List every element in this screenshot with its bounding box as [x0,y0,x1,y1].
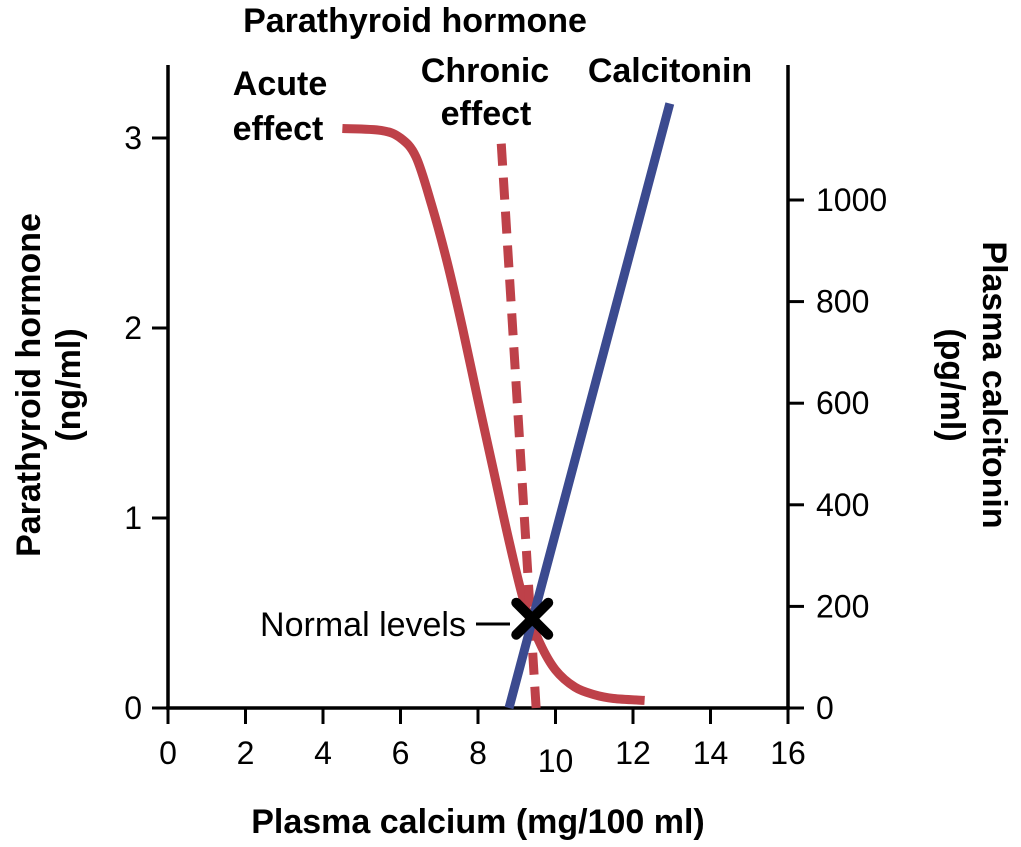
y-right-tick-label: 1000 [816,182,887,218]
x-tick-label: 16 [770,735,806,771]
series-group [342,102,675,710]
y-right-tick-label: 600 [816,385,869,421]
series-label-chronic-line1: Chronic [421,52,549,90]
y-left-tick-label: 0 [124,690,142,726]
y-left-tick-label: 3 [124,120,142,156]
labels-group: Parathyroid hormone Plasma calcium (mg/1… [10,2,1013,841]
y-left-tick-label: 1 [124,500,142,536]
series-line-chronic-effect [496,143,541,709]
chart-title: Parathyroid hormone [243,2,587,40]
y-right-tick-label: 400 [816,487,869,523]
x-tick-label: 8 [469,735,487,771]
series-label-chronic-line2: effect [441,95,532,133]
x-tick-label: 10 [538,743,574,779]
y-right-tick-label: 0 [816,690,834,726]
y-right-axis-label-line2: (pg/ml) [933,328,971,441]
x-tick-label: 12 [615,735,651,771]
normal-levels-marker [511,597,554,640]
series-label-acute-line2: effect [233,110,324,148]
y-right-axis-label-line1: Plasma calcitonin [975,241,1013,528]
normal-marker-stroke [511,597,554,640]
series-label-acute-line1: Acute [233,65,327,103]
x-tick-label: 14 [693,735,729,771]
annotation-normal-levels: Normal levels [260,606,466,644]
y-left-axis-label-line2: (ng/ml) [50,328,88,441]
x-tick-label: 0 [159,735,177,771]
series-line-acute-effect [342,124,645,705]
y-left-tick-label: 2 [124,310,142,346]
y-right-tick-label: 800 [816,284,869,320]
y-right-tick-label: 200 [816,588,869,624]
y-left-axis-label-line1: Parathyroid hormone [10,213,48,557]
x-tick-label: 4 [314,735,332,771]
x-axis-label: Plasma calcium (mg/100 ml) [251,803,705,841]
x-tick-label: 2 [237,735,255,771]
series-line-calcitonin [504,102,675,710]
series-label-calcitonin: Calcitonin [588,52,752,90]
x-tick-label: 6 [392,735,410,771]
